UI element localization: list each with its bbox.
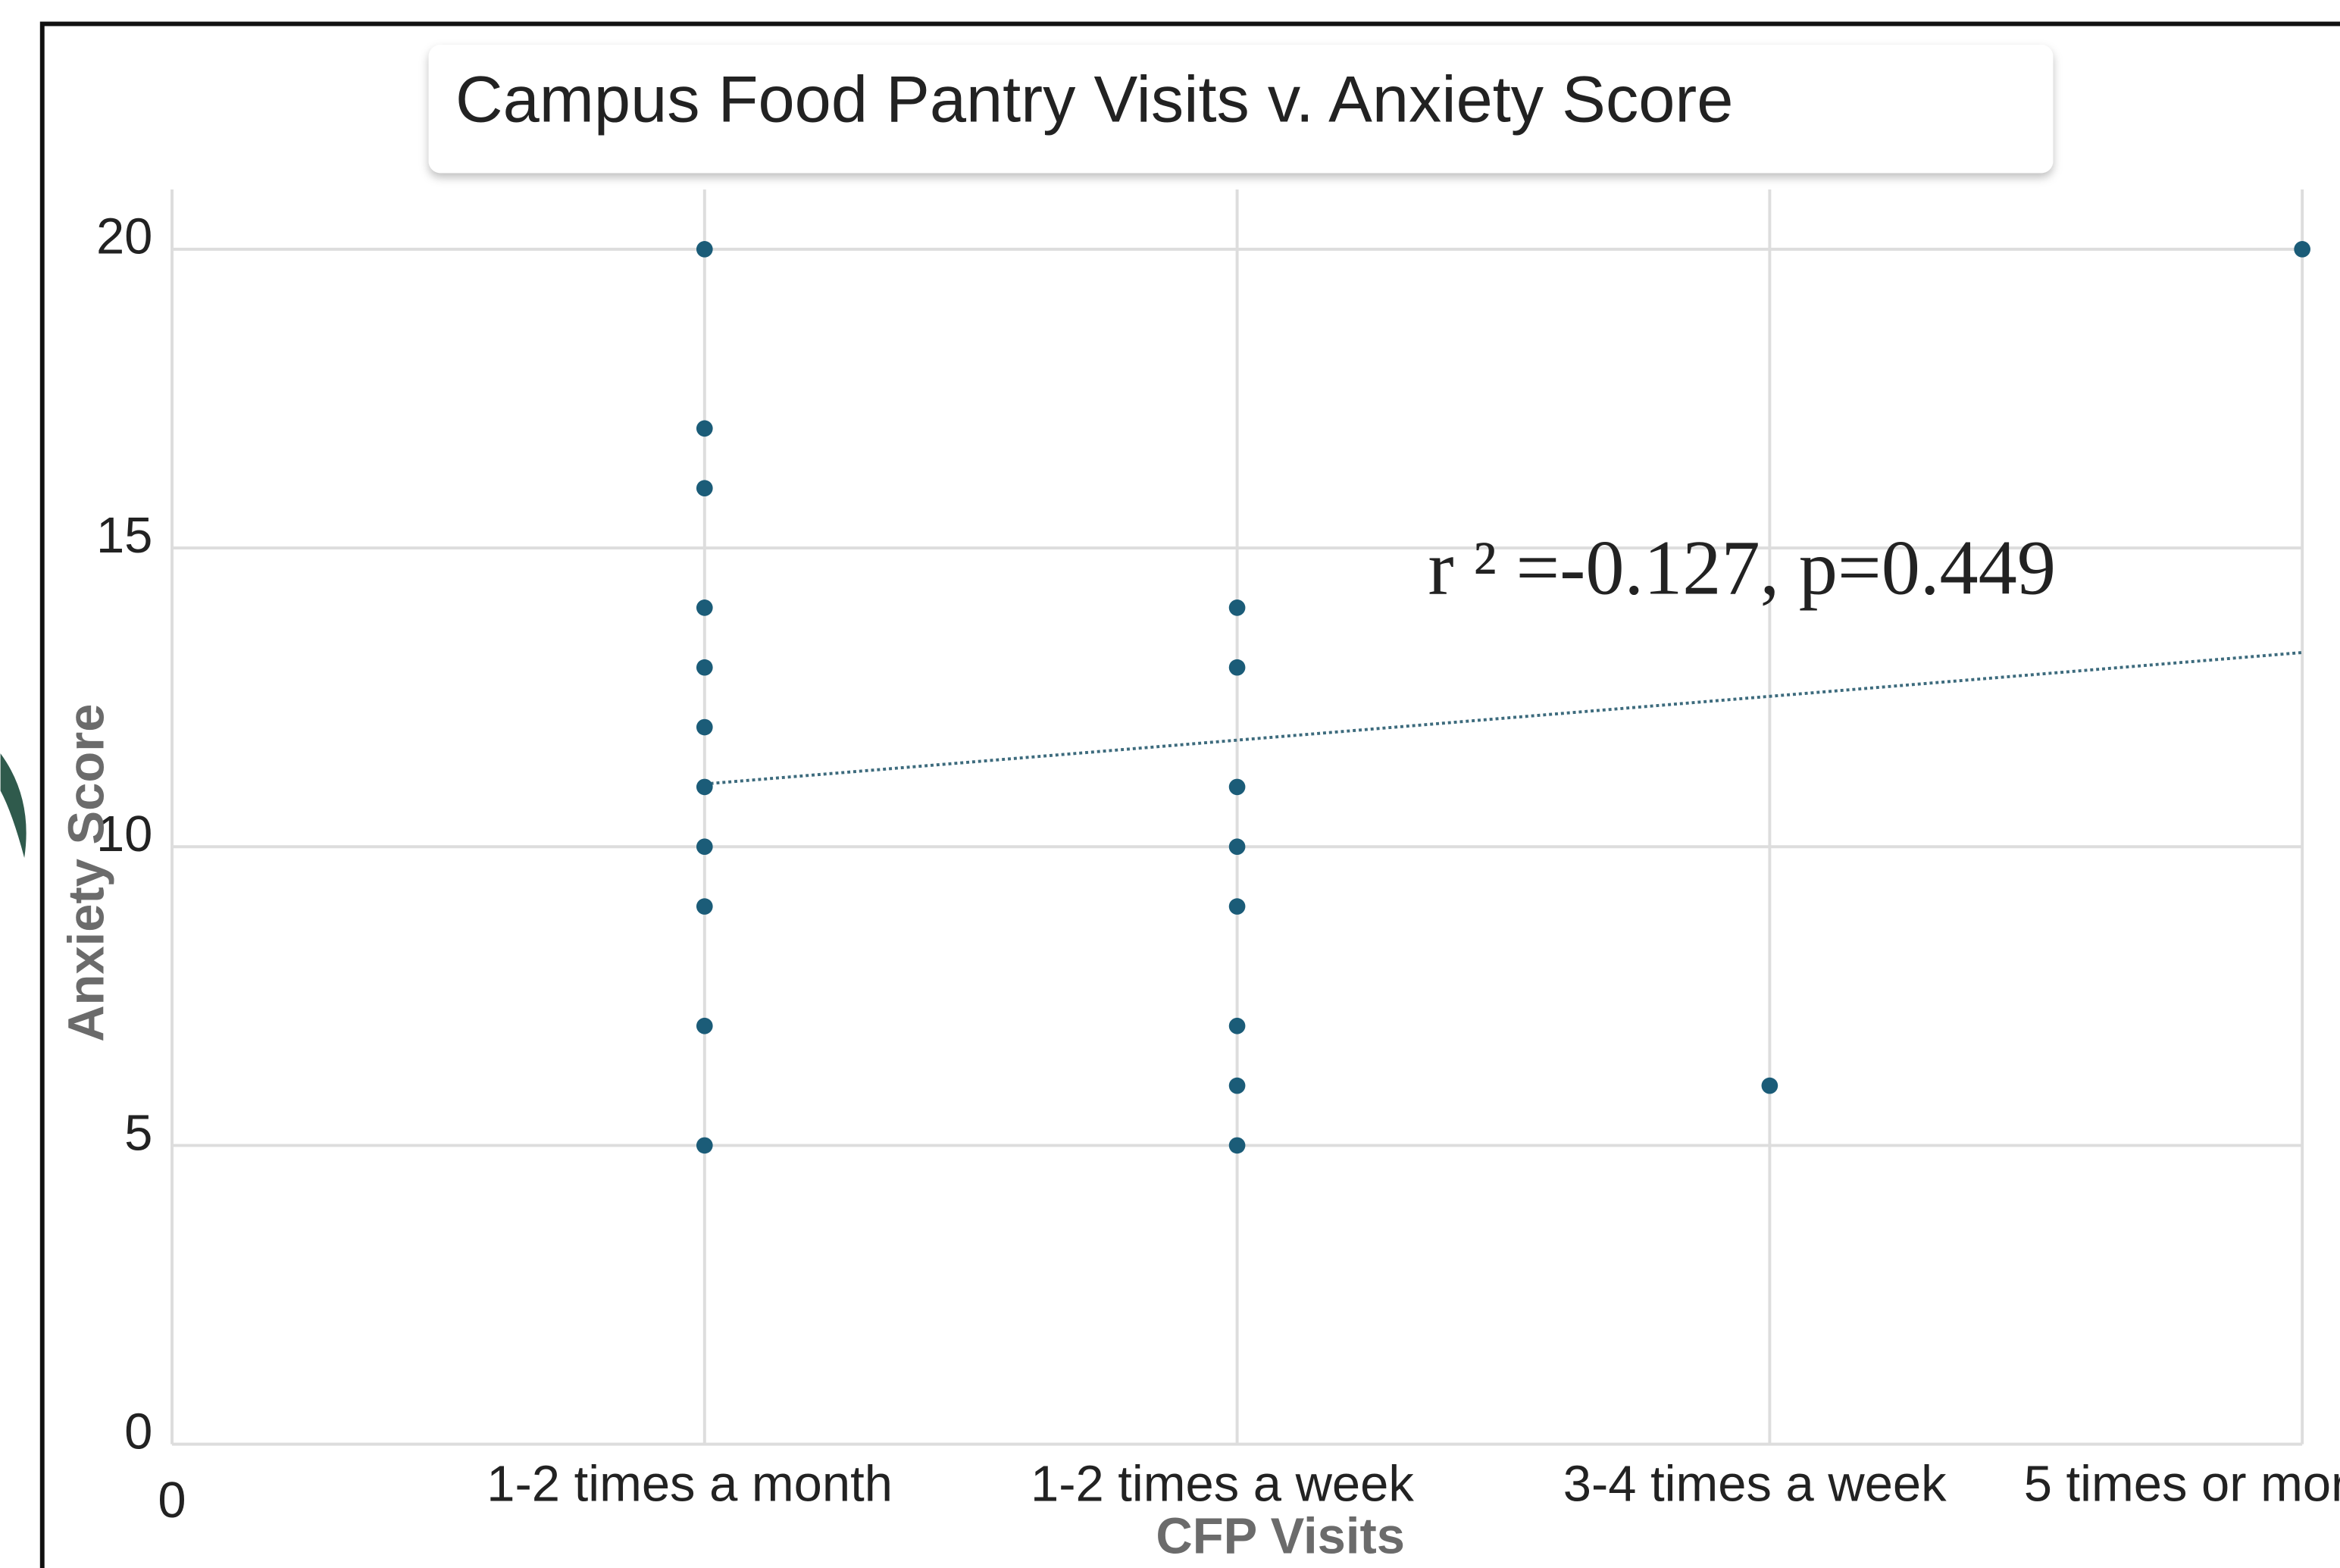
x-axis-label: CFP Visits: [1156, 1507, 1405, 1564]
data-point: [1229, 1138, 1246, 1154]
data-point: [1229, 659, 1246, 676]
data-point: [696, 719, 713, 736]
data-point: [1229, 599, 1246, 616]
chart-title: Campus Food Pantry Visits v. Anxiety Sco…: [455, 64, 1733, 136]
data-point: [1229, 779, 1246, 796]
data-point: [696, 659, 713, 676]
data-point: [1229, 838, 1246, 855]
x-tick-label: 1-2 times a week: [1031, 1455, 1414, 1512]
data-point: [696, 599, 713, 616]
data-point: [696, 1138, 713, 1154]
y-tick-label: 20: [96, 208, 152, 265]
data-point: [696, 421, 713, 437]
background: [1, 0, 2340, 1568]
y-tick-label: 0: [124, 1403, 152, 1460]
x-tick-label: 3-4 times a week: [1563, 1455, 1947, 1512]
annotation: r ² =-0.127, p=0.449: [1428, 525, 2056, 611]
data-point: [2294, 241, 2310, 258]
y-tick-label: 5: [124, 1104, 152, 1161]
y-tick-label: 15: [96, 507, 152, 564]
data-point: [696, 1018, 713, 1034]
data-point: [696, 241, 713, 258]
x-tick-label: 5 times or more a week: [2024, 1455, 2340, 1512]
data-point: [1229, 1078, 1246, 1094]
x-tick-label: 0: [158, 1472, 186, 1529]
data-point: [696, 838, 713, 855]
y-axis-label: Anxiety Score: [58, 703, 114, 1041]
data-point: [696, 779, 713, 796]
data-point: [1229, 898, 1246, 915]
chart: Campus Food Pantry Visits v. Anxiety Sco…: [0, 0, 2340, 1568]
data-point: [1762, 1078, 1778, 1094]
data-point: [696, 480, 713, 496]
data-point: [696, 898, 713, 915]
data-point: [1229, 1018, 1246, 1034]
x-tick-label: 1-2 times a month: [486, 1455, 893, 1512]
page: Campus Food Pantry Visits v. Anxiety Sco…: [0, 0, 2340, 1568]
